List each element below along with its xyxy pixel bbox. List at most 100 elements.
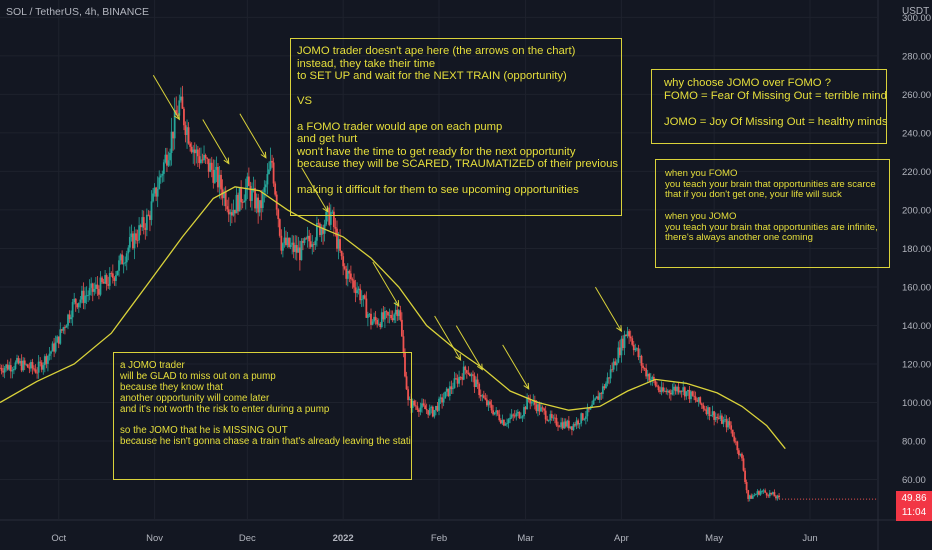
candle bbox=[5, 364, 8, 369]
candle bbox=[626, 331, 629, 336]
candle bbox=[339, 239, 341, 251]
price-scale[interactable] bbox=[878, 0, 932, 550]
candle bbox=[467, 372, 470, 374]
candle bbox=[295, 245, 298, 253]
candle bbox=[643, 367, 646, 369]
candle bbox=[430, 406, 433, 409]
pump-arrow[interactable] bbox=[301, 167, 329, 212]
candle bbox=[351, 279, 354, 281]
candle bbox=[388, 314, 391, 316]
pump-arrow[interactable] bbox=[594, 286, 622, 332]
candle bbox=[3, 368, 6, 373]
candle bbox=[498, 414, 501, 421]
note-jomo-vs-fomo[interactable]: JOMO trader doesn't ape here (the arrows… bbox=[290, 38, 622, 216]
time-scale[interactable] bbox=[0, 520, 932, 550]
candle bbox=[710, 415, 712, 417]
pump-arrow-head bbox=[322, 205, 329, 213]
candle bbox=[16, 358, 18, 363]
candle bbox=[741, 453, 743, 459]
candle bbox=[286, 237, 289, 246]
candle bbox=[303, 238, 306, 243]
candle bbox=[516, 411, 519, 414]
note-brain[interactable]: when you FOMO you teach your brain that … bbox=[655, 159, 890, 268]
note-why-jomo[interactable]: why choose JOMO over FOMO ? FOMO = Fear … bbox=[651, 69, 887, 144]
candle bbox=[515, 413, 518, 417]
pump-arrow[interactable] bbox=[502, 344, 530, 390]
candle bbox=[758, 491, 760, 495]
candle bbox=[581, 413, 584, 420]
candle bbox=[322, 227, 324, 234]
candle bbox=[260, 200, 263, 208]
candle bbox=[302, 241, 304, 243]
candle bbox=[241, 202, 244, 203]
candle bbox=[340, 250, 343, 257]
candle bbox=[770, 492, 773, 495]
candle bbox=[331, 211, 334, 213]
candle bbox=[379, 323, 382, 328]
candle bbox=[424, 405, 426, 410]
candle bbox=[665, 390, 668, 393]
candle bbox=[764, 490, 767, 493]
candle bbox=[60, 329, 63, 331]
candle bbox=[575, 420, 578, 426]
candle bbox=[25, 364, 28, 366]
candle bbox=[563, 421, 566, 429]
pump-arrow[interactable] bbox=[434, 315, 462, 361]
candle bbox=[115, 275, 117, 281]
pump-arrow[interactable] bbox=[202, 119, 230, 164]
candle bbox=[459, 376, 462, 378]
candle bbox=[691, 391, 694, 396]
candle bbox=[249, 185, 252, 201]
note-glad-to-miss-out[interactable]: a JOMO trader will be GLAD to miss out o… bbox=[113, 352, 412, 480]
candle bbox=[724, 419, 726, 420]
candle bbox=[0, 367, 3, 371]
candle bbox=[162, 162, 165, 174]
candle bbox=[374, 316, 377, 320]
candle bbox=[625, 334, 627, 336]
currency-label: USDT bbox=[902, 6, 930, 17]
candle bbox=[147, 214, 150, 216]
candle bbox=[8, 365, 11, 370]
pump-arrow[interactable] bbox=[455, 325, 483, 370]
candle bbox=[421, 403, 423, 408]
candle bbox=[730, 425, 733, 430]
candle bbox=[543, 408, 546, 411]
candle bbox=[557, 425, 559, 427]
candle bbox=[714, 416, 717, 420]
y-tick-label: 160.00 bbox=[902, 282, 931, 293]
candle bbox=[492, 410, 495, 415]
y-tick-label: 200.00 bbox=[902, 205, 931, 216]
moving-average-line[interactable] bbox=[0, 186, 786, 450]
pump-arrow[interactable] bbox=[239, 113, 267, 159]
candle bbox=[166, 154, 168, 166]
candle bbox=[651, 376, 654, 380]
candle bbox=[181, 96, 184, 109]
candle bbox=[280, 235, 283, 251]
candle bbox=[198, 156, 201, 163]
candle bbox=[26, 364, 29, 368]
candle bbox=[79, 299, 82, 303]
candle bbox=[600, 393, 603, 394]
candle bbox=[306, 235, 309, 239]
candle bbox=[649, 379, 652, 381]
candle bbox=[172, 131, 175, 139]
candle bbox=[612, 361, 615, 370]
candle bbox=[235, 194, 238, 214]
candle bbox=[699, 397, 702, 404]
candle bbox=[213, 169, 216, 183]
symbol-header[interactable]: SOL / TetherUS, 4h, BINANCE bbox=[6, 6, 149, 18]
candle bbox=[425, 409, 428, 411]
candle bbox=[227, 209, 230, 215]
candle bbox=[377, 323, 380, 325]
candle bbox=[223, 191, 226, 199]
candle bbox=[207, 158, 210, 172]
pump-arrow[interactable] bbox=[372, 261, 400, 307]
candle bbox=[404, 352, 406, 377]
candle bbox=[750, 495, 753, 499]
pump-arrow[interactable] bbox=[152, 75, 180, 120]
candle bbox=[281, 243, 284, 251]
candle bbox=[94, 284, 97, 289]
candle bbox=[705, 409, 708, 415]
